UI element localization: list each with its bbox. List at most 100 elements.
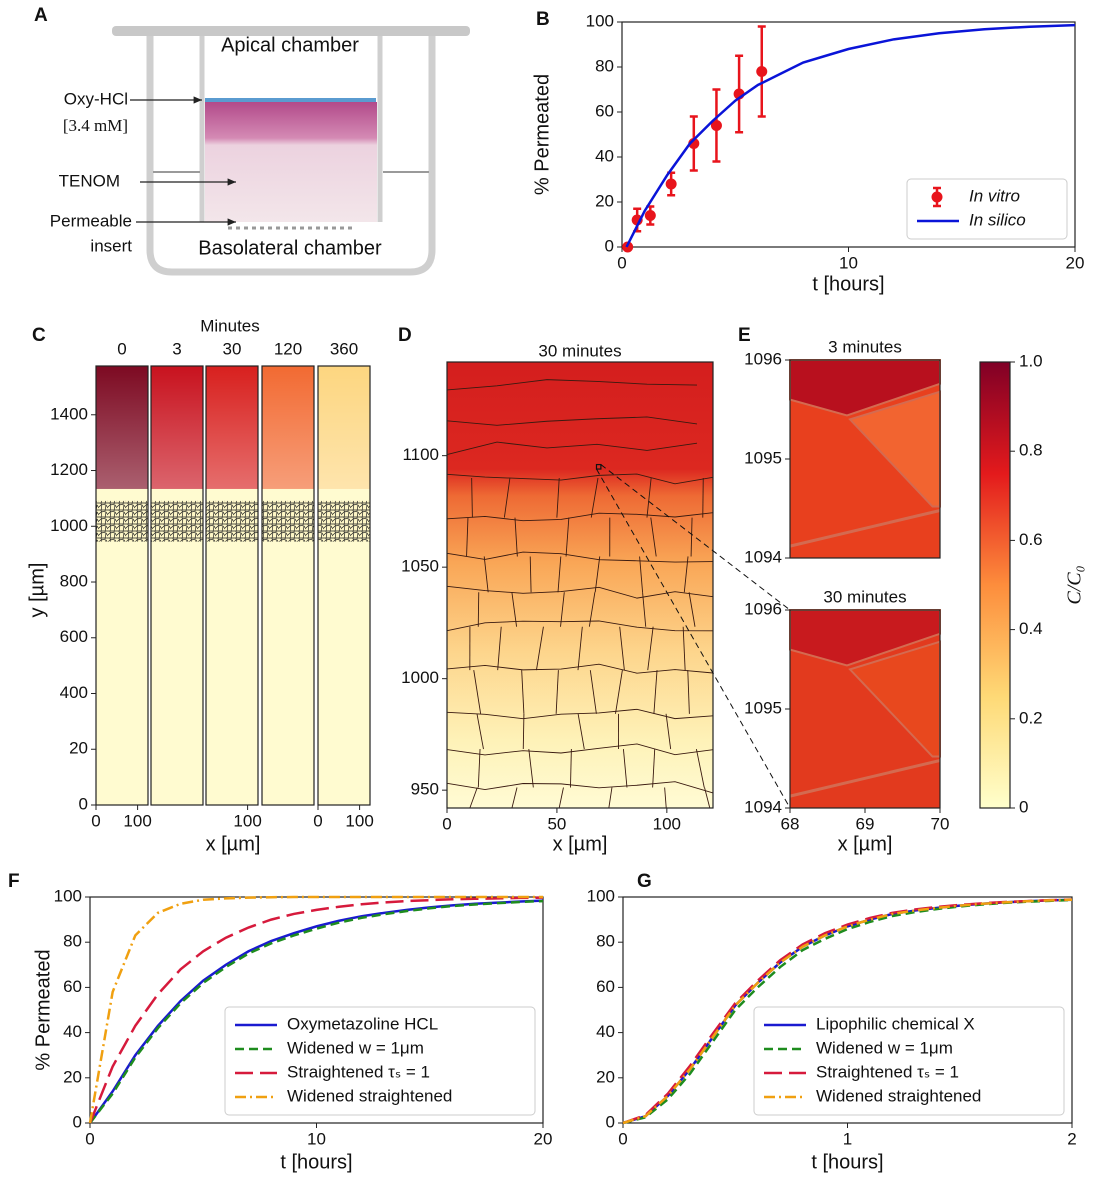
strip-frame — [95, 365, 149, 806]
colorbar-tick-label: 1.0 — [1019, 351, 1043, 370]
y-tick-label: 60 — [596, 977, 615, 996]
colorbar-tick-label: 0.4 — [1019, 619, 1043, 638]
y-axis-label: % Permeated — [32, 949, 54, 1070]
cell-boundary — [446, 551, 714, 563]
subplot-title: 30 minutes — [823, 587, 906, 606]
x-tick-label: 100 — [123, 811, 151, 830]
cell-boundary — [536, 626, 544, 671]
cell-boundary — [688, 592, 696, 627]
cell-layer — [206, 500, 258, 542]
x-tick-label: 0 — [617, 253, 626, 272]
x-tick-label: 2 — [1067, 1129, 1076, 1148]
x-tick-label: 20 — [1066, 253, 1085, 272]
cell-boundary — [476, 713, 484, 750]
colorbar-tick-label: 0.8 — [1019, 441, 1043, 460]
colorbar-label: C/C₀ — [1064, 565, 1086, 604]
line — [88, 899, 544, 1124]
strip-label: 30 — [223, 339, 242, 358]
x-tick-label: 100 — [345, 811, 373, 830]
cell-boundary — [514, 517, 518, 557]
x-axis-label: t [hours] — [811, 1151, 883, 1173]
cell-boundary — [511, 592, 518, 627]
cell-boundary — [446, 473, 714, 485]
line — [625, 23, 1076, 248]
line — [89, 899, 544, 1124]
x-tick-label: 100 — [653, 814, 681, 833]
label: TENOM — [59, 171, 120, 190]
y-tick-label: 100 — [54, 886, 82, 905]
y-tick-label: 1096 — [744, 599, 782, 618]
cell-boundary — [471, 477, 473, 518]
y-tick-label: 1000 — [50, 516, 88, 535]
legend-label: Straightened τₛ = 1 — [287, 1062, 430, 1081]
line — [88, 895, 543, 1124]
y-tick-label: 20 — [596, 1067, 615, 1086]
panel-label: C — [32, 325, 46, 346]
legend-swatch — [931, 191, 943, 203]
label: Permeable — [50, 211, 132, 230]
cell-boundary — [556, 477, 560, 518]
legend-label: In silico — [969, 210, 1026, 229]
subplot-title: 3 minutes — [828, 337, 902, 356]
panel-label: D — [398, 325, 412, 346]
point — [710, 120, 722, 131]
cell-boundary — [594, 556, 601, 593]
legend-label: Widened w = 1μm — [287, 1038, 424, 1057]
insert-rim — [112, 26, 470, 36]
colorbar-tick-label: 0 — [1019, 797, 1028, 816]
x-tick-label: 0 — [85, 1129, 94, 1148]
cell-boundary — [557, 556, 562, 593]
x-tick-label: 0 — [442, 814, 451, 833]
panel-label: B — [536, 9, 550, 30]
cell-boundary — [565, 517, 570, 557]
point — [665, 178, 677, 190]
y-tick-label: 60 — [595, 101, 614, 120]
insert-wall — [199, 36, 383, 222]
cell-boundary — [560, 592, 565, 627]
y-tick-label: 40 — [595, 146, 614, 165]
y-tick-label: 20 — [69, 739, 88, 758]
cell-boundary — [446, 743, 714, 756]
cell-boundary — [446, 663, 714, 674]
x-axis-label: t [hours] — [280, 1151, 352, 1173]
cell-boundary — [446, 781, 714, 794]
y-tick-label: 60 — [63, 977, 82, 996]
strip-group-title: Minutes — [200, 316, 260, 335]
concentration-field — [447, 362, 713, 808]
cell-boundary — [683, 556, 689, 593]
tissue — [205, 102, 377, 222]
x-tick-label: 70 — [931, 814, 950, 833]
legend-label: Straightened τₛ = 1 — [816, 1062, 959, 1081]
colorbar-tick-label: 0.6 — [1019, 530, 1043, 549]
y-tick-label: 600 — [60, 627, 88, 646]
panel-label: A — [34, 5, 48, 26]
y-tick-label: 20 — [63, 1067, 82, 1086]
y-tick-label: 1096 — [744, 349, 782, 368]
point — [756, 66, 768, 77]
cell-boundary — [589, 670, 597, 714]
cell-boundary — [558, 787, 564, 809]
cell-boundary — [466, 517, 469, 557]
cell-boundary — [622, 748, 628, 788]
y-tick-label: 20 — [595, 191, 614, 210]
line — [622, 898, 1073, 1125]
cell-boundary — [511, 787, 518, 809]
x-tick-label: 100 — [233, 811, 261, 830]
cell-region — [789, 509, 941, 548]
strip-frame — [317, 365, 371, 806]
y-tick-label: 0 — [605, 236, 614, 255]
y-tick-label: 1100 — [402, 445, 439, 464]
label: [3.4 mM] — [63, 116, 128, 135]
cell-boundary — [590, 477, 599, 518]
cell-boundary — [652, 749, 656, 788]
strip-shade — [206, 366, 258, 489]
cell-boundary — [653, 670, 658, 714]
colorbar-tick-label: 0.2 — [1019, 708, 1043, 727]
x-axis-label: x [µm] — [206, 833, 261, 855]
legend — [753, 1006, 1065, 1116]
plot-frame — [446, 361, 714, 809]
x-axis-label: x [µm] — [553, 833, 608, 855]
y-tick-label: 0 — [79, 794, 88, 813]
cell-boundary — [577, 626, 583, 671]
cell-boundary — [477, 749, 481, 788]
